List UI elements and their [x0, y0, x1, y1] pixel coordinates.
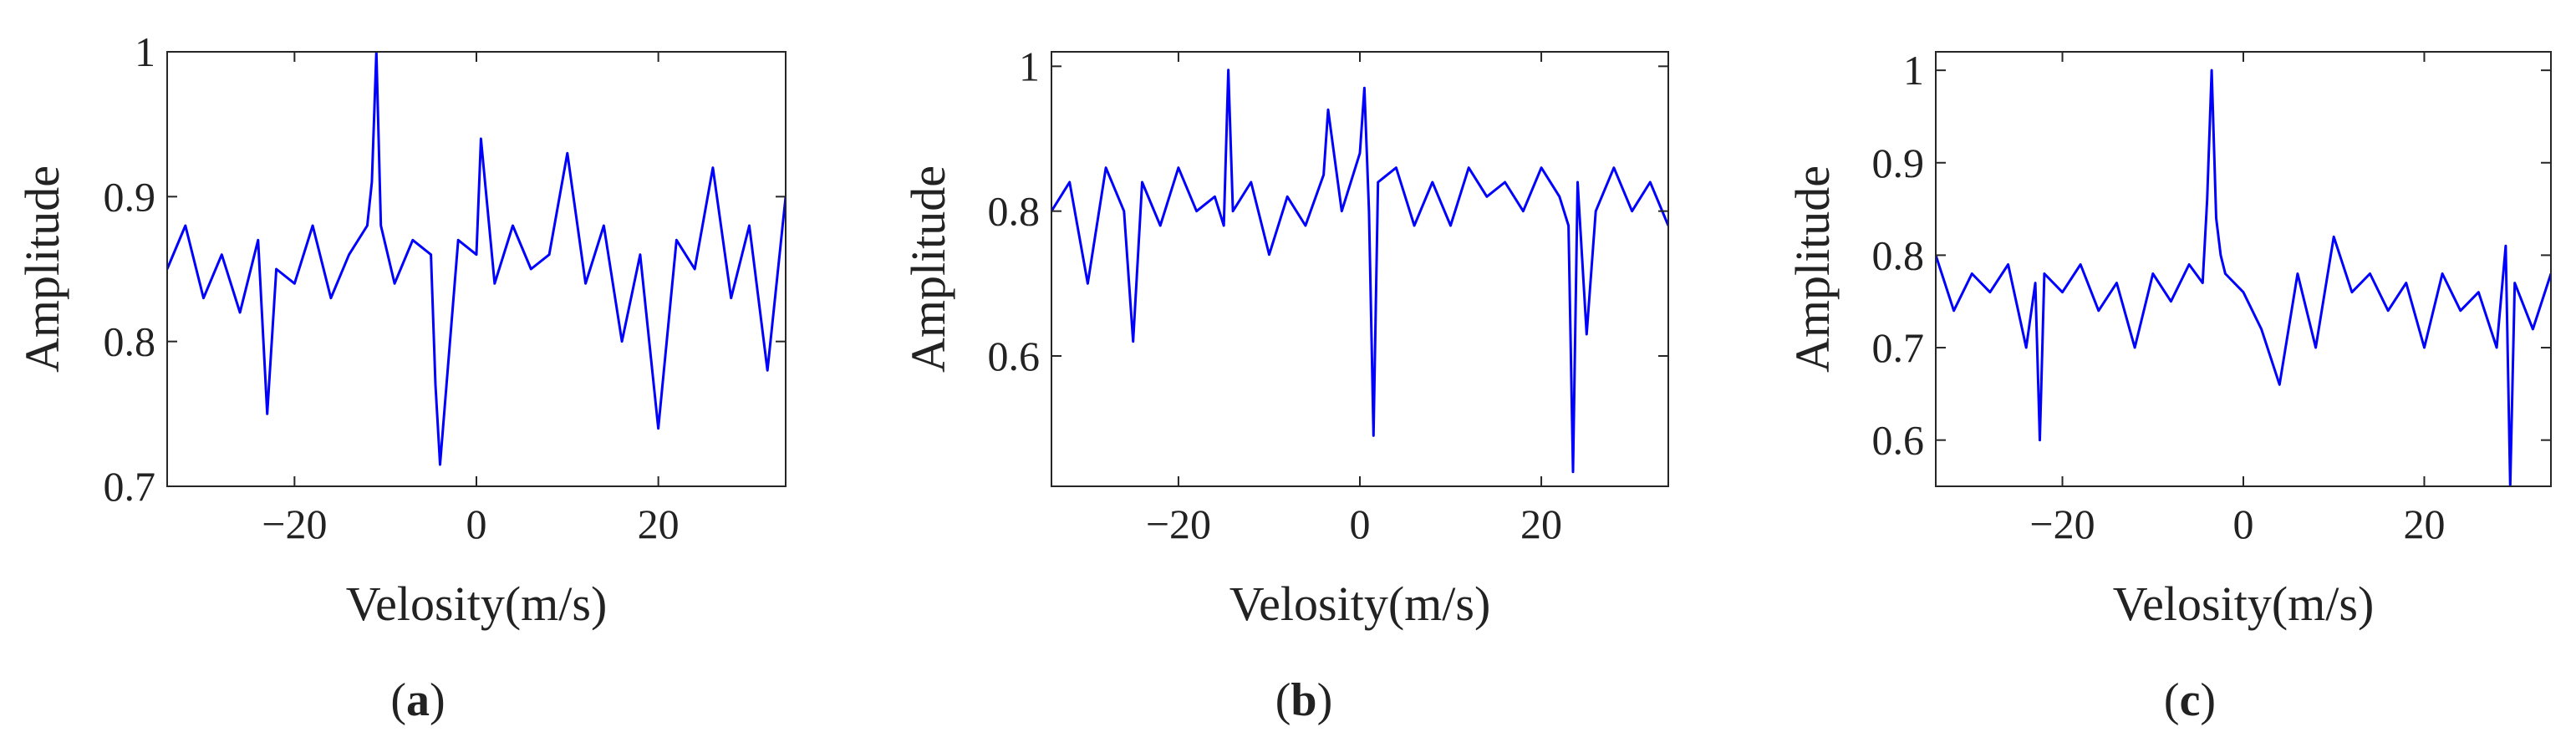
y-tick-label-c: 0.8	[1872, 231, 1925, 278]
panel-b: −20 0 20 0.6 0.8 1 Velosity(m/s) Amplitude (b)	[901, 43, 1669, 726]
panel-caption-close: )	[430, 674, 445, 726]
panel-caption-a: (a)	[390, 674, 445, 726]
y-tick-label-a: 0.8	[104, 318, 156, 365]
panel-caption-b: (b)	[1275, 674, 1332, 726]
y-tick-label-b: 0.8	[988, 188, 1041, 235]
series-line-c-0	[1936, 69, 2551, 486]
panel-caption-c: (c)	[2164, 674, 2216, 726]
panel-c: −20 0 20 0.6 0.7 0.8 0.9 1 Velosity(m/s) Amplitud…	[1785, 47, 2552, 726]
panel-caption-open: (	[1275, 674, 1291, 726]
y-tick-label-c: 0.6	[1872, 417, 1925, 464]
x-axis-label-b: Velosity(m/s)	[1229, 577, 1491, 631]
y-axis-label-c: Amplitude	[1785, 165, 1840, 373]
axes-frame-c	[1935, 51, 2552, 487]
x-tick-label-c: 0	[2233, 501, 2254, 547]
x-tick-label-c: 20	[2403, 501, 2445, 547]
y-tick-label-c: 0.7	[1872, 324, 1925, 371]
x-tick-label-a: 0	[466, 501, 487, 547]
panel-caption-letter: b	[1291, 674, 1316, 726]
y-tick-label-a: 1	[135, 28, 155, 75]
y-tick-label-a: 0.7	[104, 463, 156, 510]
y-tick-label-b: 0.6	[988, 333, 1041, 379]
panel-caption-open: (	[2164, 674, 2180, 726]
series-line-a-0	[167, 52, 786, 466]
x-axis-label-c: Velosity(m/s)	[2113, 577, 2375, 631]
x-axis-label-a: Velosity(m/s)	[346, 577, 608, 631]
x-tick-label-b: 0	[1350, 501, 1371, 547]
panel-caption-letter: a	[406, 674, 430, 726]
y-tick-label-a: 0.9	[104, 173, 156, 220]
panel-caption-close: )	[2200, 674, 2216, 726]
y-tick-label-c: 1	[1903, 47, 1924, 94]
x-tick-label-a: 20	[638, 501, 680, 547]
x-tick-label-c: −20	[2029, 501, 2095, 547]
y-tick-label-b: 1	[1019, 43, 1040, 89]
x-tick-label-b: −20	[1146, 501, 1211, 547]
panel-caption-close: )	[1317, 674, 1333, 726]
y-tick-label-c: 0.9	[1872, 140, 1925, 186]
y-axis-label-a: Amplitude	[15, 165, 69, 373]
panel-caption-letter: c	[2180, 674, 2201, 726]
y-axis-label-b: Amplitude	[901, 165, 955, 373]
panel-caption-open: (	[390, 674, 406, 726]
series-line-b-0	[1051, 69, 1668, 474]
panel-a: −20 0 20 0.7 0.8 0.9 1 Velosity(m/s) Amplitude (a…	[15, 28, 787, 726]
x-tick-label-a: −20	[262, 501, 327, 547]
x-tick-label-b: 20	[1520, 501, 1562, 547]
